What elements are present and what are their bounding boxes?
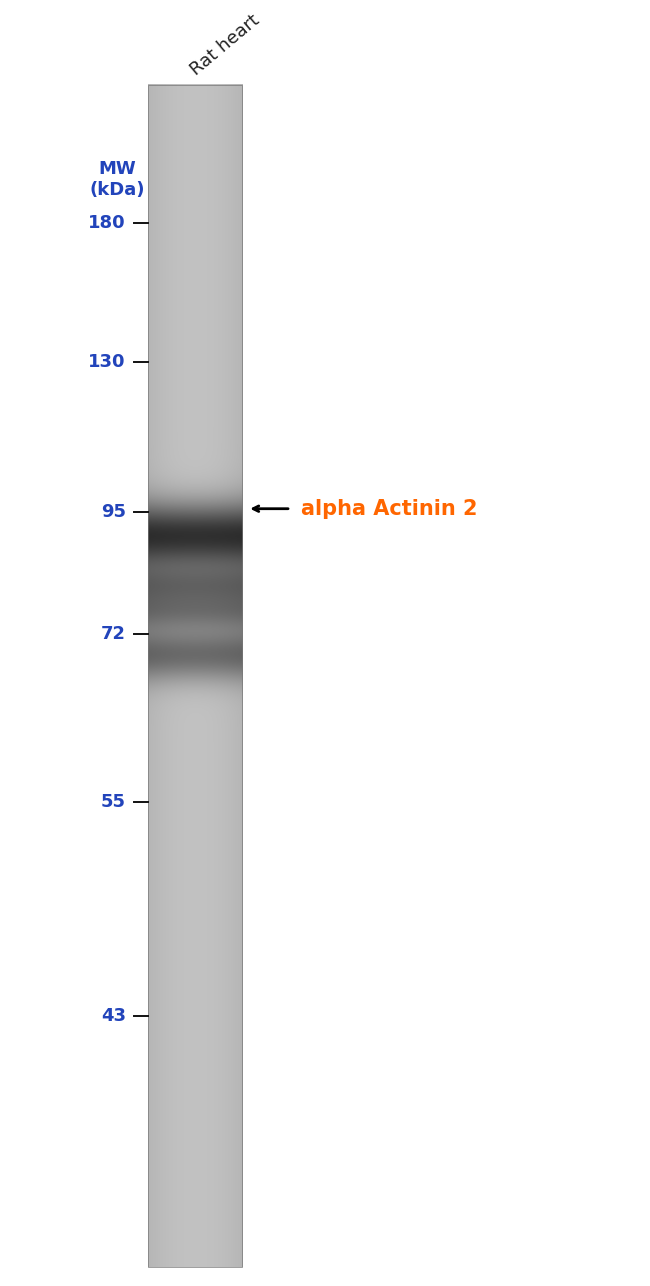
Text: 72: 72 (101, 625, 125, 643)
Text: Rat heart: Rat heart (187, 10, 263, 78)
Text: MW
(kDa): MW (kDa) (90, 161, 145, 199)
Text: 43: 43 (101, 1007, 125, 1025)
Text: 55: 55 (101, 792, 125, 810)
Text: 95: 95 (101, 504, 125, 522)
Text: 130: 130 (88, 352, 125, 370)
Text: 180: 180 (88, 215, 125, 233)
Text: alpha Actinin 2: alpha Actinin 2 (300, 499, 477, 518)
Bar (148, 85, 242, 1267)
